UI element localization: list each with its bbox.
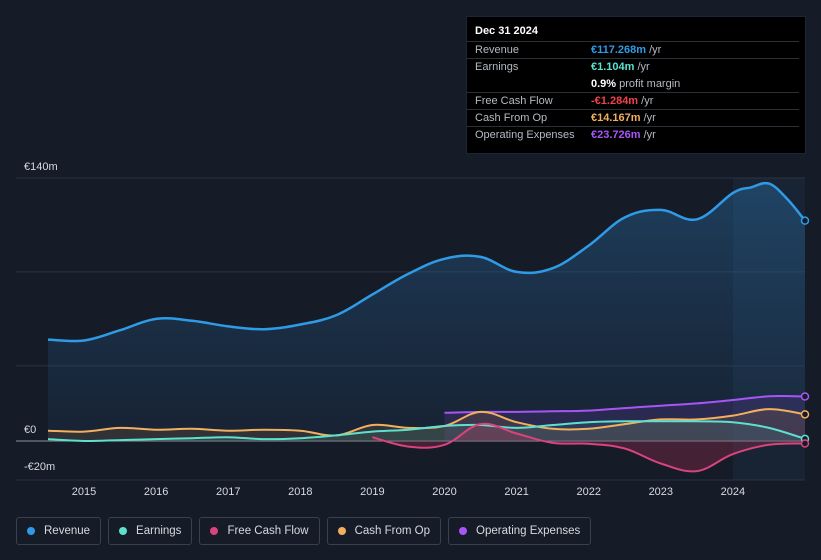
tooltip-value: €117.268m /yr [591,44,662,56]
tooltip-row-earnings: Earnings €1.104m /yr [467,58,799,76]
area-revenue [48,183,805,441]
tooltip: Dec 31 2024 Revenue €117.268m /yr Earnin… [466,16,806,154]
tooltip-label: Cash From Op [475,112,548,124]
series-endpoints [800,216,810,448]
x-tick-label: 2021 [504,486,528,498]
endpoint-free-cash-flow [800,439,810,448]
legend-item-operating-expenses[interactable]: Operating Expenses [448,517,592,545]
legend-dot-icon [27,527,35,535]
legend-label: Operating Expenses [476,525,581,537]
x-tick-label: 2015 [72,486,96,498]
tooltip-label: Revenue [475,44,520,56]
legend-label: Free Cash Flow [227,525,309,537]
x-axis: 2015 2016 2017 2018 2019 2020 2021 2022 2023 2024 [72,486,745,498]
tooltip-value: €14.167m /yr [591,112,656,124]
tooltip-label: Operating Expenses [475,129,575,141]
legend-item-revenue[interactable]: Revenue [16,517,102,545]
y-tick-label: €0 [24,424,36,436]
tooltip-label: Earnings [475,61,519,73]
x-tick-label: 2017 [216,486,240,498]
legend-item-earnings[interactable]: Earnings [108,517,193,545]
area-free-cash-flow [372,423,805,472]
legend: Revenue Earnings Free Cash Flow Cash Fro… [16,517,592,545]
line-free-cash-flow [372,422,806,473]
legend-item-cash-from-op[interactable]: Cash From Op [326,517,442,545]
tooltip-row-revenue: Revenue €117.268m /yr [467,41,799,59]
x-tick-label: 2016 [144,486,168,498]
tooltip-value: €23.726m /yr [591,129,656,141]
area-operating-expenses [444,396,805,441]
legend-item-free-cash-flow[interactable]: Free Cash Flow [199,517,320,545]
x-tick-label: 2018 [288,486,312,498]
tooltip-value: -€1.284m /yr [591,95,654,107]
legend-label: Cash From Op [354,525,431,537]
x-tick-label: 2024 [721,486,745,498]
line-revenue [47,181,806,343]
y-tick-label: €140m [24,161,58,173]
x-tick-label: 2022 [576,486,600,498]
legend-dot-icon [337,527,346,535]
line-operating-expenses [444,395,806,414]
y-tick-label: -€20m [24,461,55,473]
tooltip-value: 0.9% profit margin [591,78,681,90]
area-cash-from-op [48,409,805,441]
legend-dot-icon [459,527,468,535]
tooltip-row-cfo: Cash From Op €14.167m /yr [467,109,799,127]
legend-dot-icon [210,527,219,535]
series-lines [47,181,806,473]
tooltip-row-fcf: Free Cash Flow -€1.284m /yr [467,92,799,110]
tooltip-label: Free Cash Flow [475,95,553,107]
x-tick-label: 2019 [360,486,384,498]
endpoint-cash-from-op [800,410,810,419]
tooltip-date: Dec 31 2024 [475,25,538,37]
legend-label: Revenue [44,525,91,537]
tooltip-row-margin: 0.9% profit margin [467,75,799,93]
endpoint-revenue [800,216,810,225]
x-tick-label: 2023 [649,486,673,498]
tooltip-value: €1.104m /yr [591,61,650,73]
legend-label: Earnings [136,525,182,537]
legend-dot-icon [119,527,128,535]
series-areas [48,183,805,472]
line-earnings [47,420,806,443]
y-axis: €140m €0 -€20m [24,161,58,473]
x-tick-label: 2020 [432,486,456,498]
endpoint-operating-expenses [800,392,810,401]
tooltip-row-opex: Operating Expenses €23.726m /yr [467,126,799,144]
